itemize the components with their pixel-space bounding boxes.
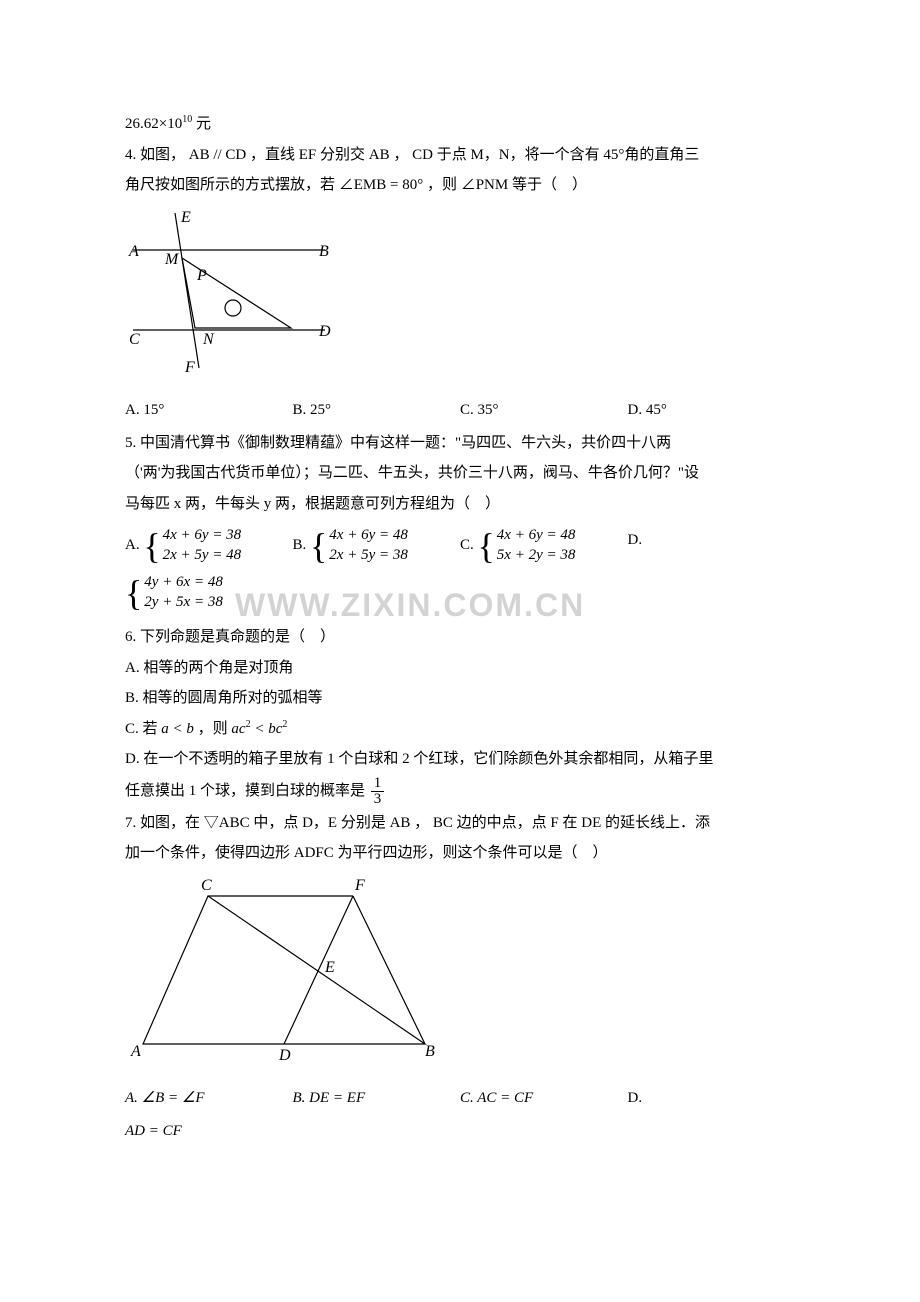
q5-b-label: B.	[293, 531, 307, 560]
svg-text:A: A	[128, 243, 139, 260]
q5-b-l1: 4x + 6y = 48	[329, 526, 408, 546]
svg-text:C: C	[129, 331, 140, 348]
q7-stem-1: 7. 如图，在 ▽ABC 中，点 D，E 分别是 AB ， BC 边的中点，点 …	[125, 809, 795, 838]
q6-frac: 1 3	[371, 776, 385, 807]
q5-opt-d-sys: { 4y + 6x = 48 2y + 5x = 38 WWW.ZIXIN.CO…	[125, 573, 795, 615]
q4-options: A. 15° B. 25° C. 35° D. 45°	[125, 396, 795, 425]
q6-stem: 6. 下列命题是真命题的是（ ）	[125, 623, 795, 652]
svg-text:M: M	[164, 251, 180, 268]
frag-text: 26.62×1010 元	[125, 116, 211, 132]
q6-c-lhs: ac	[231, 721, 245, 737]
q5-d-l2: 2y + 5x = 38	[144, 593, 223, 613]
svg-text:E: E	[324, 959, 335, 976]
q5-options-row: A. { 4x + 6y = 38 2x + 5y = 48 B. { 4x +…	[125, 526, 795, 565]
svg-text:B: B	[425, 1043, 435, 1060]
q5-d-label: D.	[628, 526, 643, 555]
q5-c-l2: 5x + 2y = 38	[497, 546, 576, 566]
svg-text:B: B	[319, 243, 329, 260]
q5-opt-a: A. { 4x + 6y = 38 2x + 5y = 48	[125, 526, 293, 565]
q6-frac-num: 1	[371, 776, 385, 792]
q6-c-mid: ，则	[194, 721, 232, 737]
q5-b-l2: 2x + 5y = 38	[329, 546, 408, 566]
q6-opt-a: A. 相等的两个角是对顶角	[125, 654, 795, 683]
q5-opt-d-label: D.	[628, 526, 796, 555]
q7-figure: A B C F E D	[125, 876, 795, 1077]
q6-c-rhs: bc	[268, 721, 282, 737]
q7-opt-a: A. ∠B = ∠F	[125, 1084, 293, 1113]
q6-opt-c: C. 若 a < b ，则 ac2 < bc2	[125, 715, 795, 744]
q6-c-lt: <	[251, 721, 269, 737]
q6-opt-d2: 任意摸出 1 个球，摸到白球的概率是 1 3	[125, 776, 795, 807]
q5-opt-b: B. { 4x + 6y = 48 2x + 5y = 38	[293, 526, 461, 565]
q5-opt-c: C. { 4x + 6y = 48 5x + 2y = 38	[460, 526, 628, 565]
q4-opt-b: B. 25°	[293, 396, 461, 425]
q7-opt-c: C. AC = CF	[460, 1084, 628, 1113]
q5-d-l1: 4y + 6x = 48	[144, 573, 223, 593]
q5-stem-2: （'两'为我国古代货币单位）；马二匹、牛五头，共价三十八两，阀马、牛各价几何？"…	[125, 459, 795, 488]
q5-c-label: C.	[460, 531, 474, 560]
q5-stem-1: 5. 中国清代算书《御制数理精蕴》中有这样一题："马四匹、牛六头，共价四十八两	[125, 429, 795, 458]
q6-frac-den: 3	[371, 792, 385, 807]
q7-opt-d: D.	[628, 1084, 796, 1113]
q5-stem-3: 马每匹 x 两，牛每头 y 两，根据题意可列方程组为（ ）	[125, 490, 795, 519]
q4-opt-a: A. 15°	[125, 396, 293, 425]
svg-text:P: P	[196, 267, 207, 284]
svg-text:D: D	[318, 323, 331, 340]
q4-opt-d: D. 45°	[628, 396, 796, 425]
q7-options: A. ∠B = ∠F B. DE = EF C. AC = CF D.	[125, 1084, 795, 1113]
q7-opt-b: B. DE = EF	[293, 1084, 461, 1113]
q6-opt-b: B. 相等的圆周角所对的弧相等	[125, 684, 795, 713]
svg-text:N: N	[202, 331, 215, 348]
top-fragment: 26.62×1010 元	[125, 110, 795, 139]
q6-d2-prefix: 任意摸出 1 个球，摸到白球的概率是	[125, 782, 365, 798]
q4-stem-1: 4. 如图， AB // CD ，直线 EF 分别交 AB ， CD 于点 M，…	[125, 141, 795, 170]
svg-text:D: D	[278, 1047, 291, 1064]
q7-extra: AD = CF	[125, 1117, 795, 1146]
q6-opt-d1: D. 在一个不透明的箱子里放有 1 个白球和 2 个红球，它们除颜色外其余都相同…	[125, 745, 795, 774]
q6-c-m1: a < b	[161, 721, 194, 737]
svg-text:F: F	[184, 359, 195, 376]
svg-text:F: F	[354, 877, 365, 894]
q4-figure: E A M B P D C N F	[125, 208, 795, 389]
q4-stem-2: 角尺按如图所示的方式摆放，若 ∠EMB = 80° ，则 ∠PNM 等于（ ）	[125, 171, 795, 200]
q5-c-l1: 4x + 6y = 48	[497, 526, 576, 546]
q4-opt-c: C. 35°	[460, 396, 628, 425]
q6-c-prefix: C. 若	[125, 721, 161, 737]
svg-text:A: A	[130, 1043, 141, 1060]
q6-c-e2: 2	[282, 719, 287, 730]
svg-text:E: E	[180, 209, 191, 226]
q5-a-l1: 4x + 6y = 38	[163, 526, 242, 546]
q7-stem-2: 加一个条件，使得四边形 ADFC 为平行四边形，则这个条件可以是（ ）	[125, 839, 795, 868]
q5-a-label: A.	[125, 531, 140, 560]
svg-text:C: C	[201, 877, 212, 894]
q5-a-l2: 2x + 5y = 48	[163, 546, 242, 566]
